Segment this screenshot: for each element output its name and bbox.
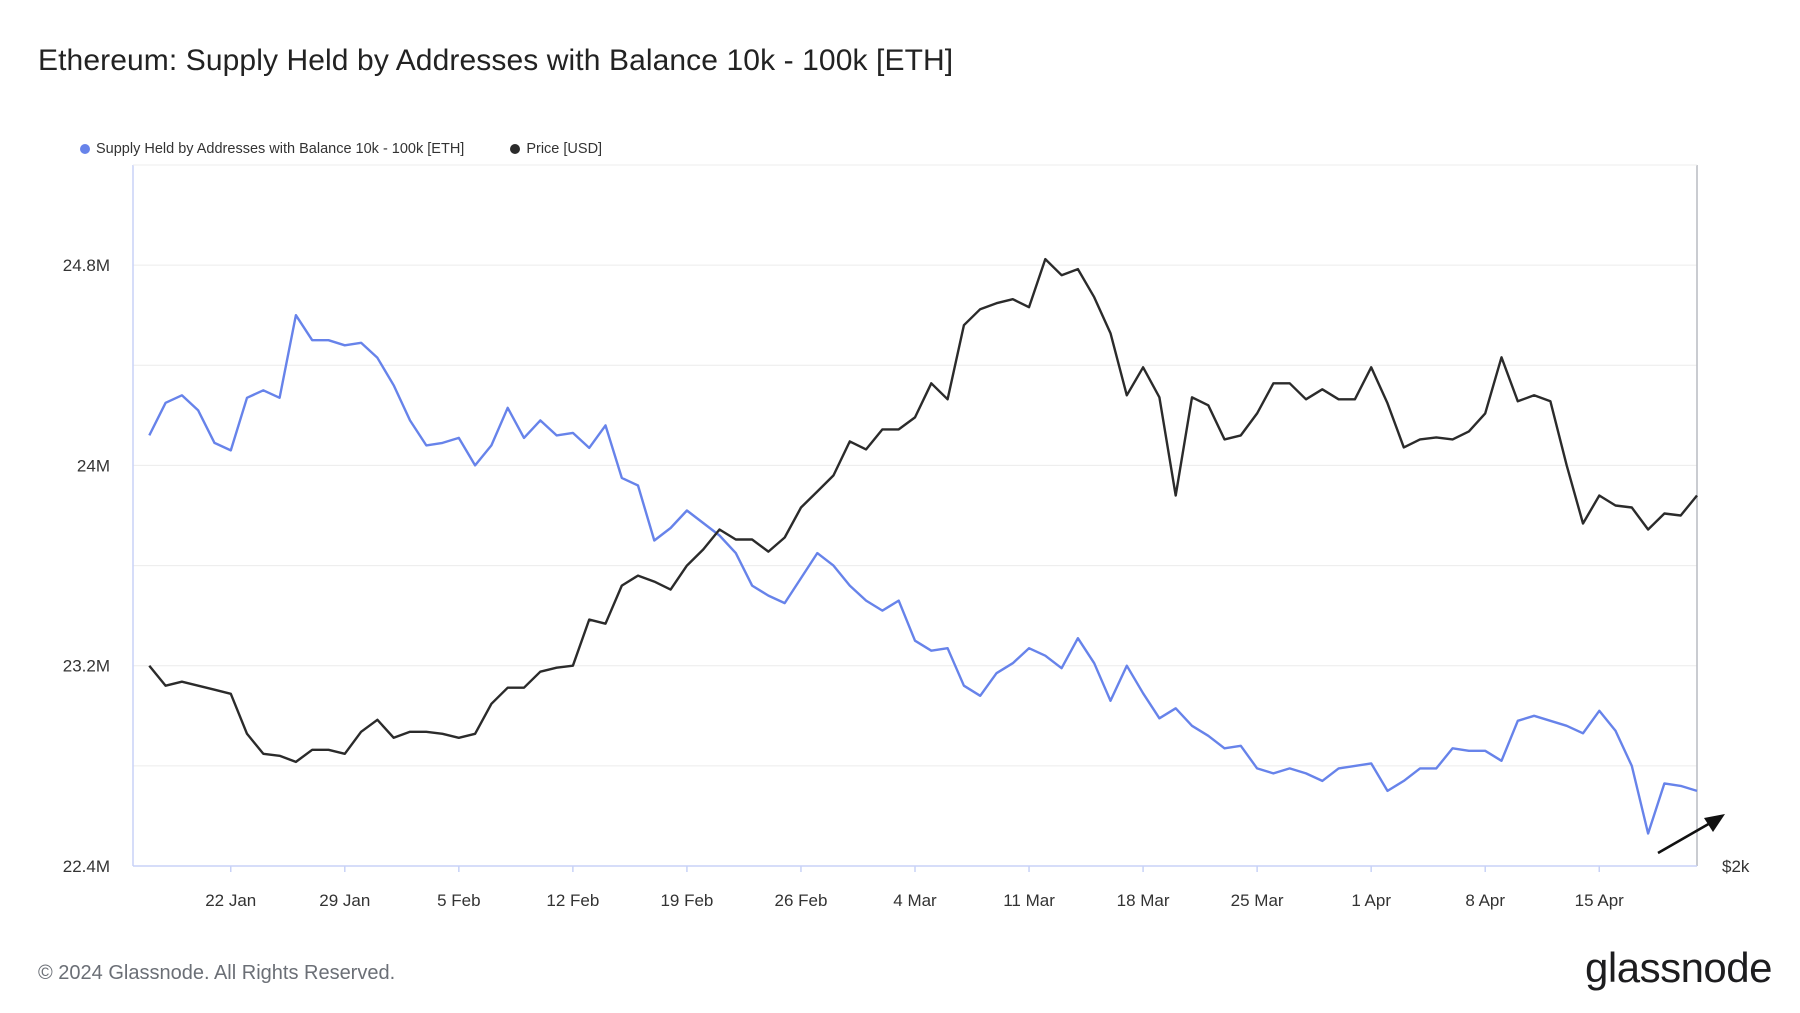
- legend-item-price[interactable]: Price [USD]: [510, 141, 602, 157]
- annotations: [1657, 814, 1725, 855]
- y-right-tick-label: $2k: [1722, 857, 1750, 876]
- x-tick-label: 29 Jan: [319, 891, 370, 910]
- x-tick-label: 11 Mar: [1003, 891, 1055, 910]
- y-tick-label: 24.8M: [63, 256, 110, 275]
- legend-item-supply[interactable]: Supply Held by Addresses with Balance 10…: [80, 141, 464, 157]
- glassnode-logo: glassnode: [1585, 944, 1772, 991]
- annotation-arrow-head: [1704, 814, 1725, 832]
- legend-label-supply: Supply Held by Addresses with Balance 10…: [96, 141, 465, 157]
- x-tick-label: 26 Feb: [774, 891, 827, 910]
- x-tick-label: 25 Mar: [1231, 891, 1284, 910]
- x-tick-label: 8 Apr: [1465, 891, 1505, 910]
- x-tick-label: 19 Feb: [660, 891, 713, 910]
- y-tick-label: 24M: [77, 456, 110, 475]
- series-lines: [148, 257, 1698, 835]
- legend-label-price: Price [USD]: [526, 141, 603, 157]
- supply-line: [148, 314, 1698, 835]
- x-tick-label: 22 Jan: [205, 891, 256, 910]
- price-line: [148, 257, 1698, 764]
- axes: [132, 164, 1698, 872]
- x-tick-label: 12 Feb: [546, 891, 599, 910]
- copyright-text: © 2024 Glassnode. All Rights Reserved.: [38, 962, 396, 984]
- x-tick-label: 5 Feb: [437, 891, 480, 910]
- legend: Supply Held by Addresses with Balance 10…: [80, 141, 602, 157]
- x-tick-label: 18 Mar: [1117, 891, 1170, 910]
- annotation-arrow-shaft: [1657, 820, 1713, 855]
- tick-labels: 22.4M 23.2M 24M 24.8M $2k 22 Jan 29 Jan 5 Feb 12…: [63, 256, 1750, 910]
- chart-title: Ethereum: Supply Held by Addresses with …: [38, 44, 954, 77]
- grid-lines: [133, 164, 1697, 767]
- x-tick-label: 1 Apr: [1351, 891, 1391, 910]
- x-tick-label: 15 Apr: [1575, 891, 1624, 910]
- legend-dot-price: [510, 144, 521, 154]
- y-tick-label: 22.4M: [63, 857, 110, 876]
- y-tick-label: 23.2M: [63, 657, 110, 676]
- legend-dot-supply: [80, 144, 90, 154]
- x-tick-label: 4 Mar: [893, 891, 937, 910]
